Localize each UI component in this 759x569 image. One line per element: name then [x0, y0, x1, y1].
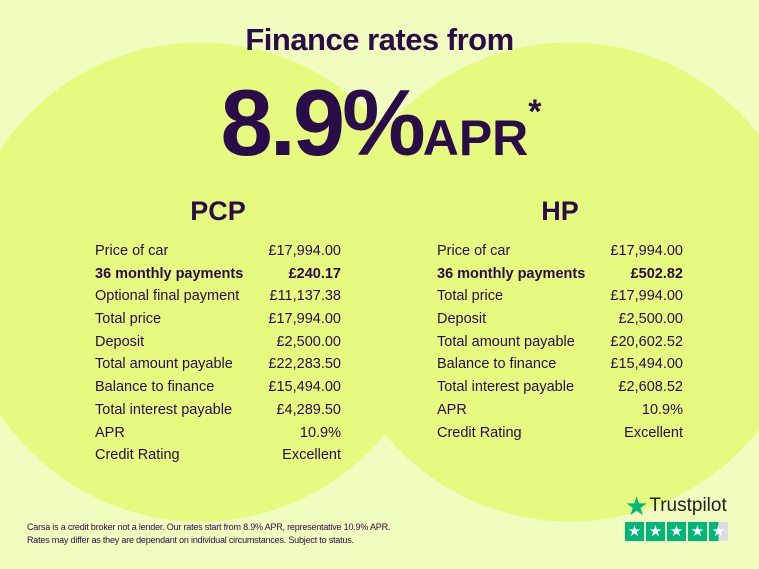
row-value: Excellent	[282, 447, 341, 464]
rating-star-icon: ★	[709, 522, 728, 541]
table-row: APR 10.9%	[95, 422, 341, 445]
table-row: Total interest payable £2,608.52	[437, 376, 683, 399]
row-value: £17,994.00	[610, 243, 683, 259]
rating-star-icon: ★	[646, 522, 665, 541]
row-label: 36 monthly payments	[95, 265, 244, 282]
trustpilot-name: Trustpilot	[649, 495, 727, 516]
row-label: 36 monthly payments	[437, 265, 586, 282]
row-value: £17,994.00	[268, 311, 341, 328]
trustpilot-badge: ★ Trustpilot ★ ★ ★ ★ ★	[625, 491, 735, 541]
row-value: £15,494.00	[268, 379, 341, 396]
row-label: Total interest payable	[95, 401, 233, 418]
table-row: Deposit £2,500.00	[95, 331, 341, 354]
table-row: Credit Rating Excellent	[95, 444, 341, 467]
row-label: Total amount payable	[437, 333, 575, 350]
row-value: £15,494.00	[610, 356, 683, 373]
row-value: Excellent	[624, 424, 683, 441]
row-value: £17,994.00	[268, 243, 341, 259]
row-label: Deposit	[95, 333, 145, 350]
row-value: £11,137.38	[269, 288, 342, 305]
row-label: Total price	[437, 288, 504, 305]
pcp-table: PCP Price of car £17,994.00 36 monthly pay…	[95, 196, 341, 467]
table-row: Total amount payable £22,283.50	[95, 353, 341, 376]
row-label: Credit Rating	[95, 447, 180, 464]
disclaimer: Carsa is a credit broker not a lender. O…	[27, 521, 390, 546]
table-row: Credit Rating Excellent	[437, 422, 683, 445]
row-label: Optional final payment	[95, 288, 240, 305]
headline-rate: 8.9%APR*	[0, 62, 759, 188]
pcp-title: PCP	[190, 196, 246, 226]
star-icon: ★	[625, 491, 649, 521]
table-row: Total interest payable £4,289.50	[95, 399, 341, 422]
table-row: Optional final payment £11,137.38	[95, 285, 341, 308]
hp-title: HP	[541, 196, 579, 226]
table-row: APR 10.9%	[437, 399, 683, 422]
table-row: Total price £17,994.00	[437, 285, 683, 308]
row-value: £2,500.00	[618, 311, 683, 328]
headline-subtitle: Finance rates from	[245, 22, 514, 57]
row-label: Total interest payable	[437, 379, 575, 396]
trustpilot-logo: ★ Trustpilot	[625, 491, 735, 521]
table-row: 36 monthly payments £502.82	[437, 263, 683, 286]
rating-star-icon: ★	[625, 522, 644, 541]
row-value: £240.17	[288, 265, 341, 282]
table-row: Deposit £2,500.00	[437, 308, 683, 331]
row-label: APR	[95, 424, 125, 441]
rating-star-icon: ★	[688, 522, 707, 541]
rating-star-icon: ★	[667, 522, 686, 541]
disclaimer-line-2: Rates may differ as they are dependant o…	[27, 534, 354, 545]
hp-table: HP Price of car £17,994.00 36 monthly paym…	[437, 196, 683, 444]
row-value: £22,283.50	[268, 356, 341, 373]
row-value: £2,608.52	[618, 379, 683, 396]
row-label: Credit Rating	[437, 424, 522, 441]
row-label: APR	[437, 401, 467, 418]
row-label: Total amount payable	[95, 356, 233, 373]
row-value: £17,994.00	[610, 288, 683, 305]
table-row: Total amount payable £20,602.52	[437, 331, 683, 354]
row-label: Balance to finance	[95, 379, 215, 396]
asterisk: *	[528, 93, 541, 131]
row-label: Deposit	[437, 311, 487, 328]
row-value: 10.9%	[641, 401, 683, 418]
table-row: 36 monthly payments £240.17	[95, 263, 341, 286]
row-label: Price of car	[437, 243, 511, 259]
table-row: Price of car £17,994.00	[437, 240, 683, 263]
table-row: Price of car £17,994.00	[95, 240, 341, 263]
row-label: Balance to finance	[437, 356, 557, 373]
table-row: Balance to finance £15,494.00	[95, 376, 341, 399]
row-value: £4,289.50	[276, 401, 341, 418]
row-value: £502.82	[630, 265, 683, 282]
row-value: £2,500.00	[276, 333, 341, 350]
disclaimer-line-1: Carsa is a credit broker not a lender. O…	[27, 522, 391, 532]
trustpilot-rating-stars: ★ ★ ★ ★ ★	[625, 522, 735, 541]
row-value: £20,602.52	[610, 333, 683, 350]
table-row: Balance to finance £15,494.00	[437, 353, 683, 376]
rate-value: 8.9%	[220, 70, 425, 175]
table-row: Total price £17,994.00	[95, 308, 341, 331]
row-value: 10.9%	[299, 424, 341, 441]
row-label: Price of car	[95, 243, 169, 259]
apr-label: APR	[422, 110, 529, 166]
row-label: Total price	[95, 311, 162, 328]
